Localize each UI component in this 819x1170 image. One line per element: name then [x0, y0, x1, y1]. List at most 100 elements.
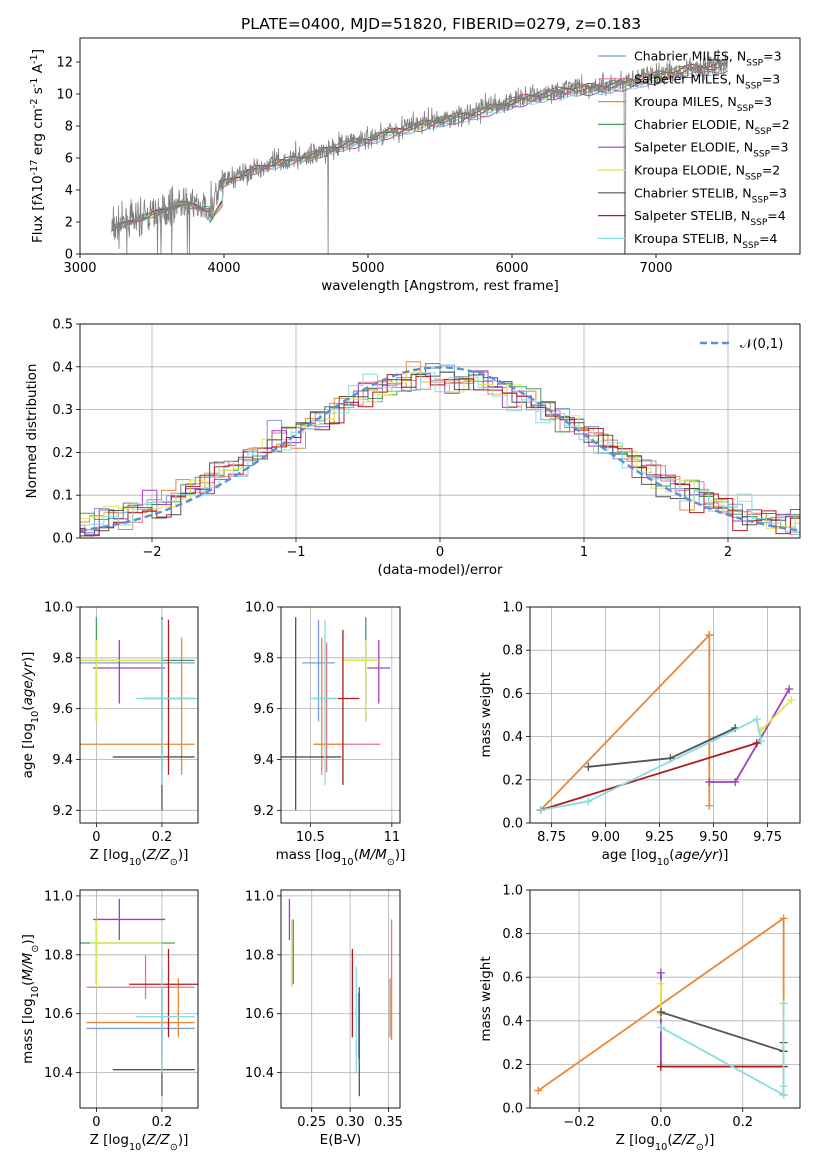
- weight-marker: [779, 1090, 788, 1099]
- tick-label-x: −2: [142, 545, 161, 560]
- weight-marker: [705, 777, 714, 786]
- tick-label-y: 10.4: [44, 1066, 73, 1081]
- weight-marker: [785, 685, 794, 694]
- tick-label-y: 1.0: [502, 884, 523, 899]
- tick-label-y: 0.6: [502, 687, 523, 702]
- axis-label-x: Z [log10(Z/Z⊙)]: [616, 1132, 715, 1153]
- axis-label-x: E(B-V): [320, 1132, 362, 1148]
- axes-border: [280, 606, 401, 824]
- weight-marker: [752, 715, 761, 724]
- weight-marker: [731, 777, 740, 786]
- tick-label-x: 0: [92, 1115, 100, 1130]
- tick-label-x: 10.5: [296, 830, 325, 845]
- weight-marker: [656, 1023, 665, 1032]
- observed-spectrum-line: [111, 49, 729, 254]
- weight-marker: [752, 739, 761, 748]
- tick-label-y: 12: [56, 56, 73, 71]
- weight-marker: [534, 1086, 543, 1095]
- residual-histogram: [80, 361, 800, 530]
- tick-label-y: 0.4: [502, 730, 523, 745]
- axes-weight_vs_age: 8.75 9.00 9.25 9.50 9.75 0.0 0.2 0.4 0.6 0.8 1.0 ag…: [478, 601, 801, 868]
- tick-label-x: 9.75: [753, 830, 782, 845]
- axes-border: [529, 889, 801, 1109]
- plot-area: [80, 898, 198, 1097]
- tick-label-x: 1: [580, 545, 588, 560]
- tick-label-x: 0.2: [152, 830, 173, 845]
- tick-label-y: 0.0: [502, 817, 523, 832]
- axis-label-x: (data-model)/error: [377, 562, 503, 578]
- legend-label: Chabrier STELIB, NSSP=3: [634, 185, 787, 205]
- tick-label-y: 9.6: [52, 702, 73, 717]
- axis-label-y: age [log10(age/yr)]: [20, 652, 41, 779]
- plot-area: [281, 617, 391, 811]
- legend-label: Chabrier MILES, NSSP=3: [634, 49, 782, 69]
- weight-marker: [779, 1082, 788, 1091]
- weight-line: [660, 1003, 785, 1097]
- weight-marker: [584, 762, 593, 771]
- residual-histogram: [80, 371, 800, 537]
- plot-area: [536, 631, 796, 815]
- model-spectrum-line: [111, 68, 728, 229]
- plot-area: [80, 617, 198, 811]
- tick-label-y: 10.6: [44, 1007, 73, 1022]
- axis-label-x: wavelength [Angstrom, rest frame]: [321, 278, 559, 294]
- tick-label-y: 0.1: [52, 489, 73, 504]
- weight-line: [760, 699, 793, 731]
- tick-label-y: 6: [65, 152, 73, 167]
- legend-label: Salpeter MILES, NSSP=3: [634, 71, 780, 91]
- tick-label-y: 9.8: [52, 651, 73, 666]
- tick-label-y: 10.6: [245, 1007, 274, 1022]
- axes-border: [529, 606, 801, 824]
- tick-label-y: 0: [65, 248, 73, 263]
- weight-marker: [705, 631, 714, 640]
- weight-marker: [779, 914, 788, 923]
- plot-area: [80, 361, 800, 537]
- tick-label-y: 11.0: [245, 889, 274, 904]
- tick-label-y: 9.2: [52, 804, 73, 819]
- tick-label-x: 3000: [63, 261, 96, 276]
- tick-label-y: 0.8: [502, 644, 523, 659]
- tick-label-x: 4000: [207, 261, 240, 276]
- tick-label-y: 0.4: [502, 1014, 523, 1029]
- axes-spectrum: 3000 4000 5000 6000 7000 0 2 4 6 8 10 12 wavelength …: [29, 37, 801, 294]
- tick-label-x: 9.00: [591, 830, 620, 845]
- tick-label-y: 10.8: [245, 948, 274, 963]
- tick-label-y: 8: [65, 120, 73, 135]
- legend-label: Chabrier ELODIE, NSSP=2: [634, 117, 790, 137]
- axes-mass_vs_ebv: 0.25 0.30 0.35 10.4 10.6 10.8 11.0 E(B-V): [245, 889, 403, 1148]
- model-spectrum-line: [111, 65, 728, 232]
- tick-label-x: 0.0: [651, 1115, 672, 1130]
- legend-label: Kroupa STELIB, NSSP=4: [634, 231, 778, 251]
- tick-label-x: 0.2: [732, 1115, 753, 1130]
- tick-label-y: 9.4: [253, 753, 274, 768]
- weight-line: [660, 972, 784, 1068]
- tick-label-x: 9.25: [645, 830, 674, 845]
- axis-label-y: mass weight: [478, 956, 494, 1041]
- axes-border: [79, 889, 199, 1109]
- tick-label-x: −1: [286, 545, 305, 560]
- tick-label-y: 10.4: [245, 1066, 274, 1081]
- axis-label-y: Flux [fλ10-17 erg cm-2 s-1 A-1]: [29, 49, 47, 243]
- tick-label-y: 10.8: [44, 948, 73, 963]
- tick-label-y: 10.0: [44, 601, 73, 616]
- tick-label-x: 0: [436, 545, 444, 560]
- tick-label-y: 0.5: [52, 318, 73, 333]
- axes-age_vs_mass: 10.5 11 9.2 9.4 9.6 9.8 10.0 mass [log10(M/M⊙)]: [245, 601, 405, 868]
- legend-label: Salpeter ELODIE, NSSP=3: [634, 140, 788, 160]
- axis-label-x: mass [log10(M/M⊙)]: [276, 847, 406, 868]
- axes-age_vs_Z: 0 0.2 9.2 9.4 9.6 9.8 10.0 Z [log10(Z/Z⊙)] age […: [20, 601, 199, 868]
- tick-label-x: 9.50: [699, 830, 728, 845]
- axis-label-x: Z [log10(Z/Z⊙)]: [90, 1132, 189, 1153]
- tick-label-x: 2: [724, 545, 732, 560]
- tick-label-y: 0.2: [52, 446, 73, 461]
- legend-label: Kroupa ELODIE, NSSP=2: [634, 163, 780, 183]
- axes-border: [79, 323, 801, 539]
- normal-curve: [80, 366, 800, 532]
- axis-label-y: Normed distribution: [24, 364, 40, 499]
- tick-label-y: 9.8: [253, 651, 274, 666]
- weight-marker: [536, 806, 545, 815]
- plot-area: [111, 49, 729, 254]
- tick-label-y: 0.3: [52, 403, 73, 418]
- tick-label-x: 6000: [495, 261, 528, 276]
- axis-label-y: mass weight: [478, 672, 494, 757]
